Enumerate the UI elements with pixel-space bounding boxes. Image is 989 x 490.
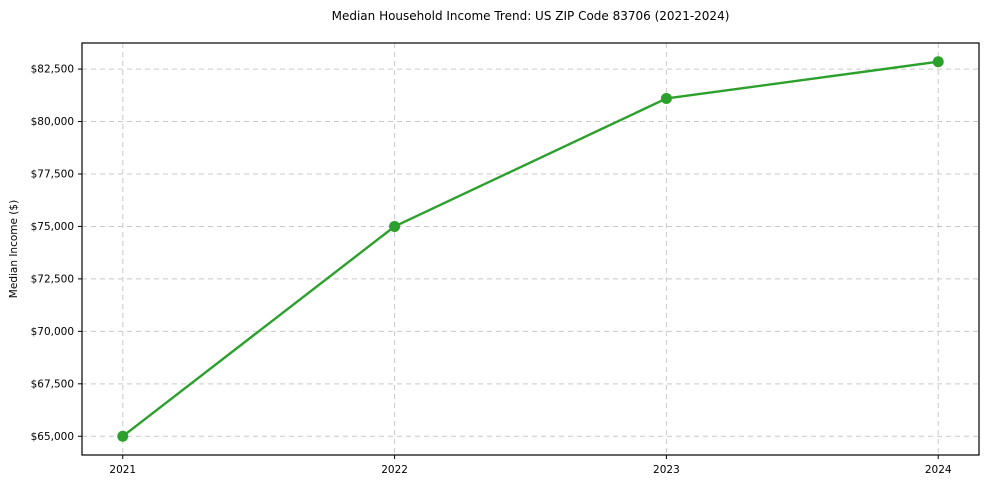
y-tick-label: $72,500 [31, 273, 74, 285]
data-point-2022 [389, 220, 401, 232]
x-tick-label: 2021 [109, 464, 136, 476]
x-tick-label: 2023 [653, 464, 680, 476]
y-tick-label: $67,500 [31, 378, 74, 390]
x-tick-label: 2022 [381, 464, 408, 476]
y-tick-label: $70,000 [31, 326, 74, 338]
y-tick-label: $80,000 [31, 116, 74, 128]
y-tick-label: $65,000 [31, 431, 74, 443]
y-tick-label: $77,500 [31, 168, 74, 180]
data-point-2023 [660, 92, 672, 104]
data-point-2024 [932, 56, 944, 68]
income-trend-line [121, 60, 940, 438]
y-tick-label: $82,500 [31, 64, 74, 76]
data-point-2021 [117, 430, 129, 442]
plot-border [81, 42, 980, 456]
x-tick-label: 2024 [925, 464, 952, 476]
y-axis-label: Median Income ($) [8, 199, 20, 299]
chart-title: Median Household Income Trend: US ZIP Co… [331, 9, 730, 23]
y-tick-label: $75,000 [31, 221, 74, 233]
